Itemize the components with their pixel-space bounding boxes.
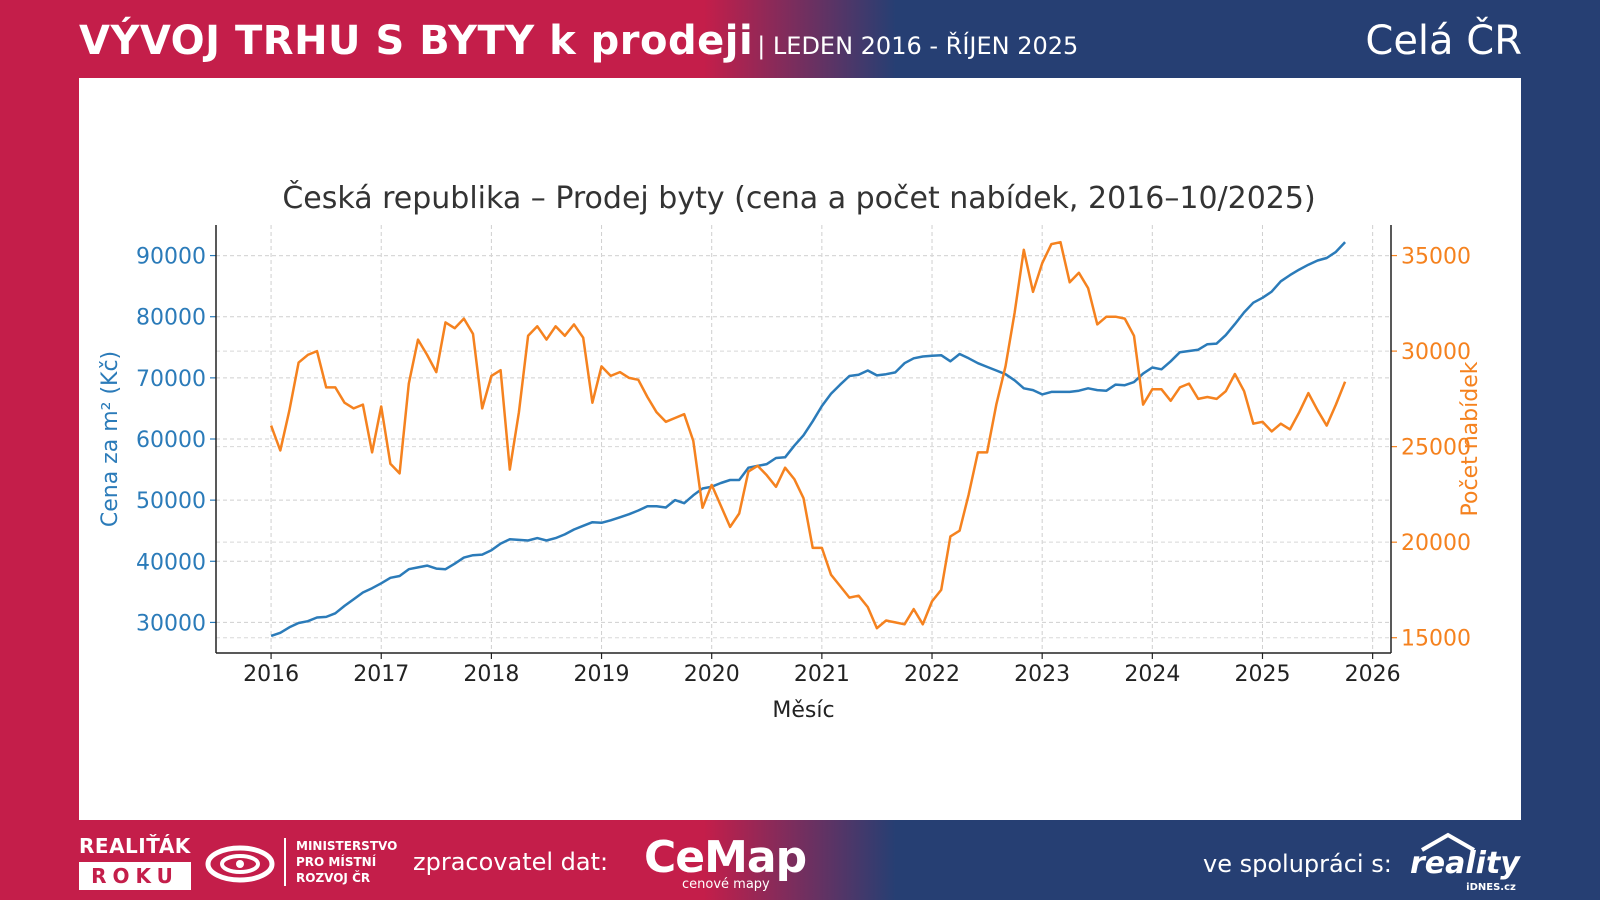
y-left-tick-label: 40000 (136, 550, 206, 575)
x-tick-label: 2020 (684, 662, 740, 687)
ministry-divider (284, 838, 286, 886)
ministry-line2: PRO MÍSTNÍ (296, 855, 377, 869)
chart-title: Česká republika – Prodej byty (cena a po… (282, 179, 1315, 216)
cemap-logo-name: CeMap (644, 832, 807, 883)
x-tick-label: 2016 (243, 662, 299, 687)
page-subtitle: | LEDEN 2016 - ŘÍJEN 2025 (757, 32, 1079, 60)
partner-label: ve spolupráci s: (1203, 850, 1392, 878)
x-axis-label: Měsíc (772, 698, 834, 723)
x-tick-label: 2026 (1345, 662, 1401, 687)
y-left-tick-label: 70000 (136, 367, 206, 392)
price-series-line (270, 241, 1347, 638)
house-roof-icon (1421, 832, 1475, 852)
chart-svg: 2016 2017 2018 2019 2020 2021 2022 2023 2024 2025… (98, 179, 1483, 723)
offers-series-line (269, 240, 1347, 630)
y-left-tick-label: 80000 (136, 306, 206, 331)
ministry-emblem-icon (205, 845, 275, 883)
x-tick-label: 2017 (353, 662, 409, 687)
reality-logo-sub: iDNES.cz (1466, 882, 1516, 893)
y-left-tick-label: 90000 (136, 245, 206, 270)
y-right-tick-label: 15000 (1401, 627, 1471, 652)
y-right-tick-label: 30000 (1401, 340, 1471, 365)
x-tick-label: 2019 (574, 662, 630, 687)
ministry-line3: ROZVOJ ČR (296, 871, 371, 885)
y-left-tick-label: 50000 (136, 489, 206, 514)
cemap-logo: CeMap cenové mapy (644, 832, 807, 892)
region-label: Celá ČR (1365, 18, 1522, 64)
y-right-axis-label: Počet nabídek (1458, 361, 1483, 516)
y-left-tick-label: 60000 (136, 428, 206, 453)
x-tick-label: 2024 (1124, 662, 1180, 687)
x-tick-label: 2023 (1014, 662, 1070, 687)
reality-logo-name: reality (1410, 846, 1520, 881)
page-title: VÝVOJ TRHU S BYTY k prodeji (79, 18, 754, 64)
ministry-logo-text: MINISTERSTVO PRO MÍSTNÍ ROZVOJ ČR (296, 838, 397, 886)
y-left-tick-label: 30000 (136, 611, 206, 636)
data-processor-label: zpracovatel dat: (413, 848, 609, 876)
y-right-tick-label: 20000 (1401, 531, 1471, 556)
ministry-line1: MINISTERSTVO (296, 839, 398, 853)
reality-idnes-logo: reality iDNES.cz (1410, 832, 1520, 893)
realitak-logo-line2: ROKU (79, 862, 191, 890)
x-tick-label: 2025 (1234, 662, 1290, 687)
y-left-axis-label: Cena za m² (Kč) (98, 351, 123, 527)
footer: REALIŤÁK ROKU MINISTERSTVO PRO MÍSTNÍ RO… (0, 820, 1600, 900)
cemap-logo-tagline: cenové mapy (682, 877, 770, 892)
y-right-tick-label: 35000 (1401, 245, 1471, 270)
realitak-roku-logo: REALIŤÁK ROKU (79, 834, 195, 890)
header-title: VÝVOJ TRHU S BYTY k prodeji | LEDEN 2016 … (79, 18, 1078, 64)
realitak-logo-line1: REALIŤÁK (79, 834, 191, 858)
y-right-tick-label: 25000 (1401, 436, 1471, 461)
x-tick-label: 2018 (463, 662, 519, 687)
x-tick-label: 2022 (904, 662, 960, 687)
x-tick-label: 2021 (794, 662, 850, 687)
chart-panel: 2016 2017 2018 2019 2020 2021 2022 2023 2024 2025… (79, 78, 1521, 820)
